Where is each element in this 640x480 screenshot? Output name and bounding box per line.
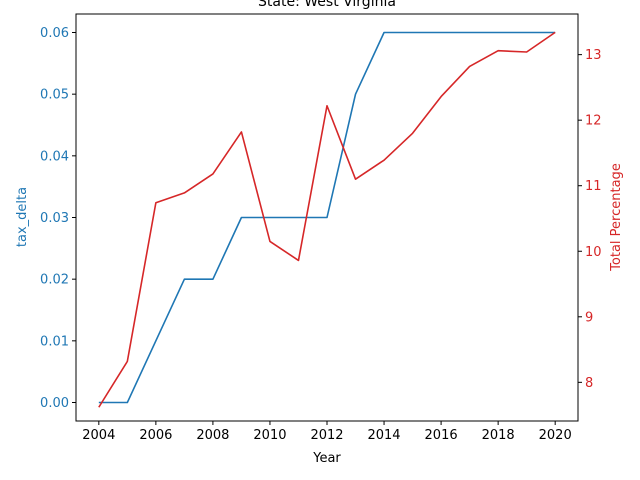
y-axis-label-right: Total Percentage [609,163,624,272]
y-right-tick-label: 10 [585,245,602,260]
x-tick-label: 2018 [482,428,515,443]
x-tick-label: 2004 [82,428,115,443]
y-right-tick-label: 12 [585,114,602,129]
y-left-tick-label: 0.01 [40,334,69,349]
x-tick-label: 2006 [139,428,172,443]
x-tick-label: 2014 [367,428,400,443]
y-left-tick-label: 0.02 [40,273,69,288]
y-left-tick-label: 0.00 [40,396,69,411]
y-right-tick-label: 8 [585,376,593,391]
y-right-tick-label: 9 [585,310,593,325]
y-left-tick-label: 0.03 [40,211,69,226]
x-tick-label: 2020 [539,428,572,443]
y-left-tick-label: 0.04 [40,149,69,164]
x-axis-label: Year [312,451,341,466]
x-tick-label: 2016 [425,428,458,443]
series-line-tax-delta [98,31,556,404]
plot-frame [75,13,579,422]
x-tick-label: 2008 [196,428,229,443]
chart-title: State: West Virginia [258,0,396,10]
y-right-tick-label: 11 [585,179,602,194]
x-tick-label: 2010 [253,428,286,443]
y-left-tick-label: 0.05 [40,88,69,103]
y-left-tick-label: 0.06 [40,26,69,41]
y-right-tick-label: 13 [585,48,602,63]
series-line-total-percentage [98,31,556,408]
y-axis-label-left: tax_delta [15,187,30,247]
series-layer [98,31,556,408]
x-tick-label: 2012 [310,428,343,443]
ticks-layer: 2004 2006 2008 2010 2012 2014 2016 2018 2020 0.00… [40,26,602,443]
